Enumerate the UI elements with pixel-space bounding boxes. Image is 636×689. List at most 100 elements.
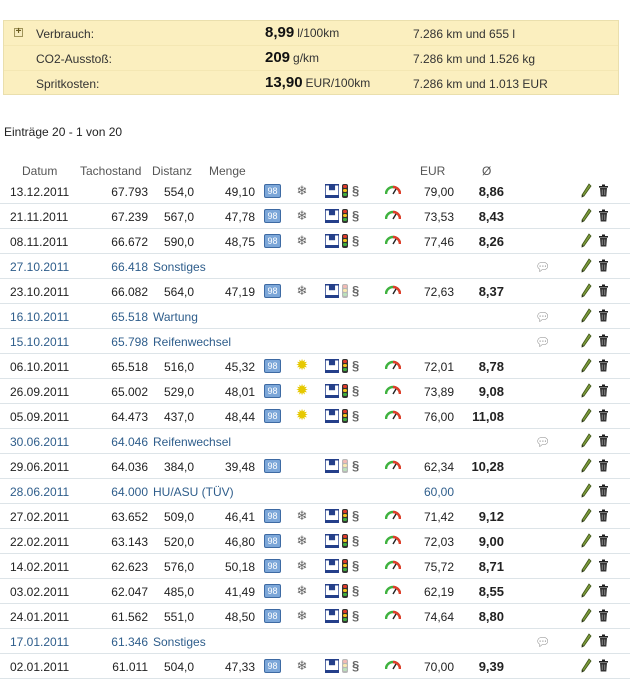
header-distance[interactable]: Distanz — [152, 164, 193, 178]
pencil-icon[interactable] — [580, 608, 592, 624]
header-eur[interactable]: EUR — [420, 164, 446, 178]
comment-icon[interactable]: 💬︎ — [535, 260, 551, 274]
trash-icon[interactable] — [598, 659, 609, 672]
pencil-icon[interactable] — [580, 658, 592, 674]
trash-icon[interactable] — [598, 609, 609, 622]
entry-odometer: 67.239 — [111, 210, 148, 224]
gauge-icon — [385, 510, 401, 520]
pencil-icon[interactable] — [580, 333, 592, 349]
entry-quantity: 47,33 — [224, 660, 255, 674]
traffic-light-icon — [342, 584, 348, 598]
trash-icon[interactable] — [598, 434, 609, 447]
trash-icon[interactable] — [598, 309, 609, 322]
road-type-icons: ▙▟ § — [325, 409, 371, 424]
fuel-type-badge-icon: 98 — [264, 459, 281, 473]
pencil-icon[interactable] — [580, 508, 592, 524]
entry-distance: 564,0 — [163, 285, 194, 299]
entry-average: 8,37 — [478, 284, 504, 299]
entry-date: 27.10.2011 — [10, 260, 70, 274]
trash-icon[interactable] — [598, 534, 609, 547]
entry-odometer: 64.046 — [111, 435, 148, 449]
entry-odometer: 62.623 — [111, 560, 148, 574]
road-type-icons: ▙▟ § — [325, 384, 371, 399]
refuel-row: 05.09.2011 64.473 437,0 48,44 98 ✹ ▙▟ § 76,00 11,… — [0, 404, 630, 429]
trash-icon[interactable] — [598, 409, 609, 422]
trash-icon[interactable] — [598, 234, 609, 247]
highway-icon: ▙▟ — [325, 184, 339, 198]
fuel-type-badge-icon: 98 — [264, 509, 281, 523]
pencil-icon[interactable] — [580, 558, 592, 574]
traffic-light-icon — [342, 659, 348, 673]
pencil-icon[interactable] — [580, 208, 592, 224]
entry-eur: 74,64 — [423, 610, 454, 624]
curvy-road-icon: § — [352, 408, 360, 423]
trash-icon[interactable] — [598, 209, 609, 222]
pencil-icon[interactable] — [580, 183, 592, 199]
snowflake-icon: ❄ — [296, 533, 308, 548]
pencil-icon[interactable] — [580, 483, 592, 499]
trash-icon[interactable] — [598, 384, 609, 397]
pencil-icon[interactable] — [580, 233, 592, 249]
trash-icon[interactable] — [598, 359, 609, 372]
refuel-row: 29.06.2011 64.036 384,0 39,48 98 ▙▟ § 62,34 10,2… — [0, 454, 630, 479]
highway-icon: ▙▟ — [325, 559, 339, 573]
highway-icon: ▙▟ — [325, 459, 339, 473]
header-odometer[interactable]: Tachostand — [80, 164, 142, 178]
entry-odometer: 66.418 — [111, 260, 148, 274]
pencil-icon[interactable] — [580, 533, 592, 549]
pencil-icon[interactable] — [580, 308, 592, 324]
expand-icon[interactable]: + — [14, 26, 23, 37]
fuel-type-badge-icon: 98 — [264, 184, 281, 198]
entry-date: 14.02.2011 — [10, 560, 70, 574]
curvy-road-icon: § — [352, 558, 360, 573]
trash-icon[interactable] — [598, 559, 609, 572]
highway-icon: ▙▟ — [325, 509, 339, 523]
pencil-icon[interactable] — [580, 358, 592, 374]
trash-icon[interactable] — [598, 284, 609, 297]
road-type-icons: ▙▟ § — [325, 584, 371, 599]
road-type-icons: ▙▟ § — [325, 284, 371, 299]
entry-quantity: 46,80 — [224, 535, 255, 549]
trash-icon[interactable] — [598, 184, 609, 197]
traffic-light-icon — [342, 384, 348, 398]
comment-icon[interactable]: 💬︎ — [535, 310, 551, 324]
trash-icon[interactable] — [598, 259, 609, 272]
header-average[interactable]: Ø — [482, 164, 492, 178]
pencil-icon[interactable] — [580, 458, 592, 474]
entry-eur: 62,19 — [423, 585, 454, 599]
trash-icon[interactable] — [598, 634, 609, 647]
entry-average: 8,43 — [478, 209, 504, 224]
event-row: 30.06.2011 64.046 Reifenwechsel 💬︎ — [0, 429, 630, 454]
pencil-icon[interactable] — [580, 258, 592, 274]
pencil-icon[interactable] — [580, 583, 592, 599]
summary-unit: g/km — [293, 51, 320, 65]
event-row: 16.10.2011 65.518 Wartung 💬︎ — [0, 304, 630, 329]
comment-icon[interactable]: 💬︎ — [535, 335, 551, 349]
entries-table: 13.12.2011 67.793 554,0 49,10 98 ❄ ▙▟ § 79,00 8,8… — [0, 179, 630, 679]
highway-icon: ▙▟ — [325, 234, 339, 248]
summary-unit: EUR/100km — [305, 76, 371, 90]
trash-icon[interactable] — [598, 584, 609, 597]
entry-distance: 384,0 — [163, 460, 194, 474]
event-row: 17.01.2011 61.346 Sonstiges 💬︎ — [0, 629, 630, 654]
entry-date: 27.02.2011 — [10, 510, 70, 524]
pencil-icon[interactable] — [580, 633, 592, 649]
trash-icon[interactable] — [598, 459, 609, 472]
header-date[interactable]: Datum — [22, 164, 58, 178]
pencil-icon[interactable] — [580, 283, 592, 299]
comment-icon[interactable]: 💬︎ — [535, 435, 551, 449]
gauge-icon — [385, 185, 401, 195]
entry-odometer: 63.652 — [111, 510, 148, 524]
header-quantity[interactable]: Menge — [209, 164, 246, 178]
trash-icon[interactable] — [598, 334, 609, 347]
pencil-icon[interactable] — [580, 408, 592, 424]
entry-eur: 79,00 — [423, 185, 454, 199]
pencil-icon[interactable] — [580, 383, 592, 399]
entry-quantity: 45,32 — [224, 360, 255, 374]
entry-distance: 529,0 — [163, 385, 194, 399]
comment-icon[interactable]: 💬︎ — [535, 635, 551, 649]
pencil-icon[interactable] — [580, 433, 592, 449]
trash-icon[interactable] — [598, 509, 609, 522]
summary-label: CO2-Ausstoß: — [36, 52, 113, 66]
trash-icon[interactable] — [598, 484, 609, 497]
